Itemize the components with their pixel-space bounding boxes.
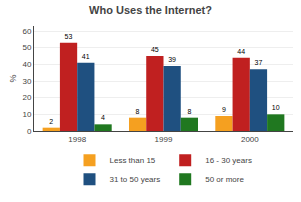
svg-text:45: 45	[151, 46, 159, 53]
svg-text:53: 53	[65, 33, 73, 40]
svg-text:0: 0	[27, 127, 32, 136]
svg-text:10: 10	[22, 110, 31, 119]
svg-text:10: 10	[272, 104, 280, 111]
svg-text:50: 50	[22, 43, 31, 52]
svg-text:37: 37	[255, 59, 263, 66]
svg-text:50 or more: 50 or more	[205, 175, 244, 184]
svg-text:1998: 1998	[68, 135, 86, 144]
svg-text:20: 20	[22, 93, 31, 102]
svg-text:1999: 1999	[155, 135, 173, 144]
svg-text:2: 2	[49, 118, 53, 125]
svg-text:16 - 30 years: 16 - 30 years	[205, 156, 252, 165]
svg-text:44: 44	[237, 48, 245, 55]
svg-text:Less than 15: Less than 15	[110, 156, 156, 165]
svg-text:Who Uses the Internet?: Who Uses the Internet?	[89, 4, 212, 16]
svg-text:40: 40	[22, 60, 31, 69]
svg-text:41: 41	[82, 53, 90, 60]
svg-text:30: 30	[22, 77, 31, 86]
svg-text:60: 60	[22, 27, 31, 36]
svg-text:9: 9	[222, 106, 226, 113]
svg-text:4: 4	[101, 114, 105, 121]
svg-text:2000: 2000	[241, 135, 259, 144]
svg-text:31 to 50 years: 31 to 50 years	[110, 175, 161, 184]
svg-text:8: 8	[136, 108, 140, 115]
svg-text:8: 8	[187, 108, 191, 115]
svg-text:39: 39	[168, 56, 176, 63]
svg-text:%: %	[8, 74, 18, 82]
